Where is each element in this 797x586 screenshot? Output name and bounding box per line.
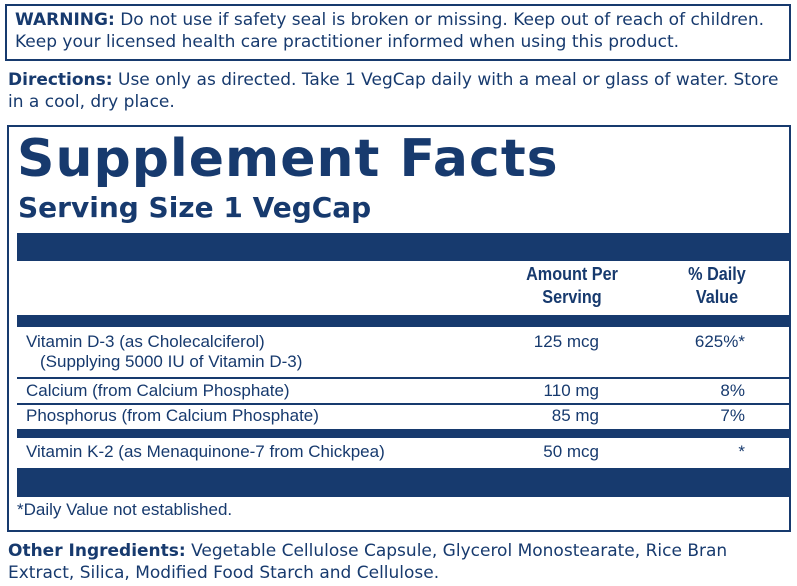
divider-bar: [17, 315, 791, 327]
detail: (Supplying 5000 IU of Vitamin D-3): [40, 352, 303, 371]
warning-box: WARNING: Do not use if safety seal is br…: [5, 4, 791, 61]
nutrient-name: Calcium (from Calcium Phosphate): [26, 381, 290, 400]
separator: [17, 377, 791, 379]
daily-value: 625%*: [694, 332, 745, 351]
divider-bar: [17, 429, 791, 438]
daily-value: 8%: [720, 381, 745, 400]
ingredients-text: Vegetable Cellulose Capsule, Glycerol Mo…: [8, 541, 728, 583]
warning-text: Do not use if safety seal is broken or m…: [15, 10, 765, 52]
header-bar: [17, 233, 791, 261]
facts-title: Supplement Facts: [17, 129, 559, 189]
nutrient-name: Phosphorus (from Calcium Phosphate): [26, 406, 319, 425]
directions-label: Directions:: [8, 70, 113, 90]
separator: [17, 403, 791, 405]
serving-size: Serving Size 1 VegCap: [18, 191, 372, 224]
other-ingredients: Other Ingredients: Vegetable Cellulose C…: [8, 540, 793, 584]
amount: 125 mcg: [533, 332, 599, 351]
warning-label: WARNING:: [15, 10, 115, 30]
footer-bar: [17, 468, 791, 497]
name: Vitamin D-3 (as Cholecalciferol): [26, 332, 265, 351]
amount: 85 mg: [551, 406, 599, 425]
amount: 110 mg: [543, 381, 599, 400]
amount-header: Amount Per Serving: [526, 264, 618, 307]
directions: Directions: Use only as directed. Take 1…: [8, 69, 793, 113]
nutrient-name: Vitamin K-2 (as Menaquinone-7 from Chick…: [26, 442, 385, 461]
facts-panel: Supplement Facts Serving Size 1 VegCap A…: [7, 125, 791, 532]
daily-value: *: [738, 442, 745, 461]
footnote: *Daily Value not established.: [17, 500, 233, 519]
directions-text: Use only as directed. Take 1 VegCap dail…: [8, 70, 779, 112]
ingredients-label: Other Ingredients:: [8, 541, 186, 561]
dv-header: % Daily Value: [688, 264, 746, 307]
daily-value: 7%: [720, 406, 745, 425]
amount: 50 mcg: [543, 442, 599, 461]
nutrient-name: Vitamin D-3 (as Cholecalciferol) (Supplyi…: [26, 332, 302, 372]
